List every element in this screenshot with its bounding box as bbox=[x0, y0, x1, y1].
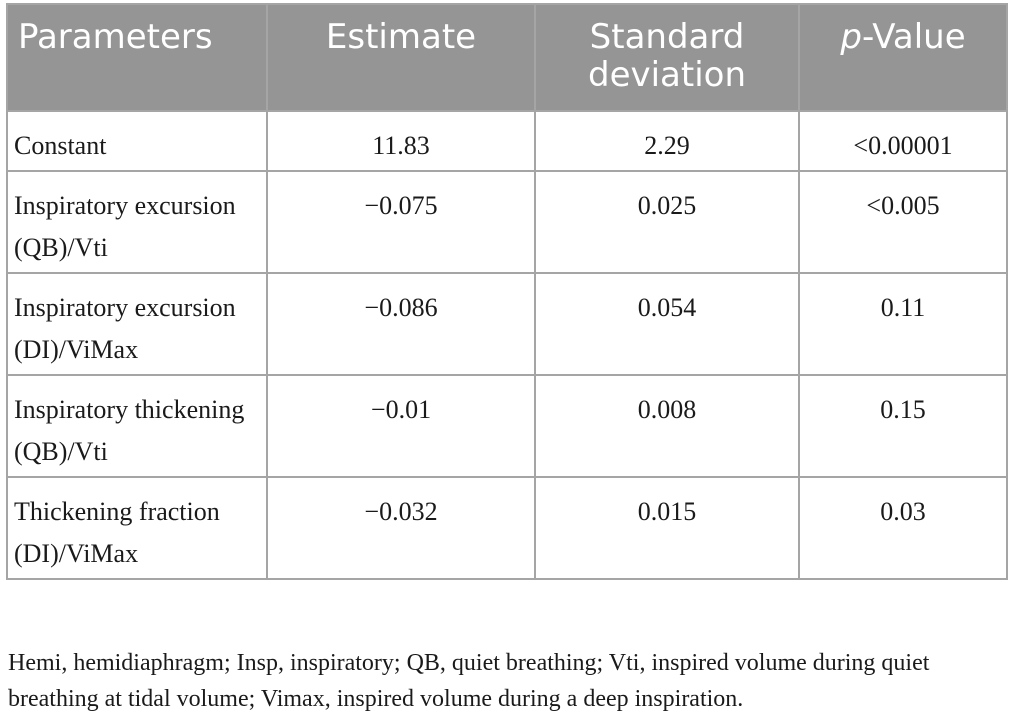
table-row: Inspiratory excursion (QB)/Vti −0.075 0.… bbox=[6, 170, 1008, 274]
estimate-cell: 11.83 bbox=[266, 110, 536, 172]
results-table-container: Parameters Estimate Standard deviation p… bbox=[6, 3, 1008, 580]
std-dev-cell: 0.025 bbox=[534, 170, 800, 274]
parameter-cell: Inspiratory thickening (QB)/Vti bbox=[6, 374, 268, 478]
estimate-cell: −0.032 bbox=[266, 476, 536, 580]
estimate-cell: −0.01 bbox=[266, 374, 536, 478]
p-value-cell: <0.00001 bbox=[798, 110, 1008, 172]
header-row: Parameters Estimate Standard deviation p… bbox=[6, 3, 1008, 112]
table-row: Thickening fraction (DI)/ViMax −0.032 0.… bbox=[6, 476, 1008, 580]
parameter-cell: Inspiratory excursion (QB)/Vti bbox=[6, 170, 268, 274]
p-value-italic-prefix: p bbox=[840, 17, 862, 57]
std-dev-cell: 0.054 bbox=[534, 272, 800, 376]
parameter-cell: Constant bbox=[6, 110, 268, 172]
table-footnote: Hemi, hemidiaphragm; Insp, inspiratory; … bbox=[8, 650, 930, 712]
p-value-cell: <0.005 bbox=[798, 170, 1008, 274]
table-row: Inspiratory excursion (DI)/ViMax −0.086 … bbox=[6, 272, 1008, 376]
table-row: Constant 11.83 2.29 <0.00001 bbox=[6, 110, 1008, 172]
p-value-suffix: -Value bbox=[861, 17, 966, 57]
std-dev-cell: 0.008 bbox=[534, 374, 800, 478]
p-value-cell: 0.03 bbox=[798, 476, 1008, 580]
estimate-cell: −0.075 bbox=[266, 170, 536, 274]
header-p-value: p-Value bbox=[798, 3, 1008, 112]
p-value-cell: 0.11 bbox=[798, 272, 1008, 376]
estimate-cell: −0.086 bbox=[266, 272, 536, 376]
table-row: Inspiratory thickening (QB)/Vti −0.01 0.… bbox=[6, 374, 1008, 478]
header-standard-deviation: Standard deviation bbox=[534, 3, 800, 112]
std-dev-cell: 2.29 bbox=[534, 110, 800, 172]
header-estimate: Estimate bbox=[266, 3, 536, 112]
p-value-cell: 0.15 bbox=[798, 374, 1008, 478]
parameter-cell: Inspiratory excursion (DI)/ViMax bbox=[6, 272, 268, 376]
header-parameters: Parameters bbox=[6, 3, 268, 112]
regression-table: Parameters Estimate Standard deviation p… bbox=[6, 3, 1008, 580]
parameter-cell: Thickening fraction (DI)/ViMax bbox=[6, 476, 268, 580]
std-dev-cell: 0.015 bbox=[534, 476, 800, 580]
